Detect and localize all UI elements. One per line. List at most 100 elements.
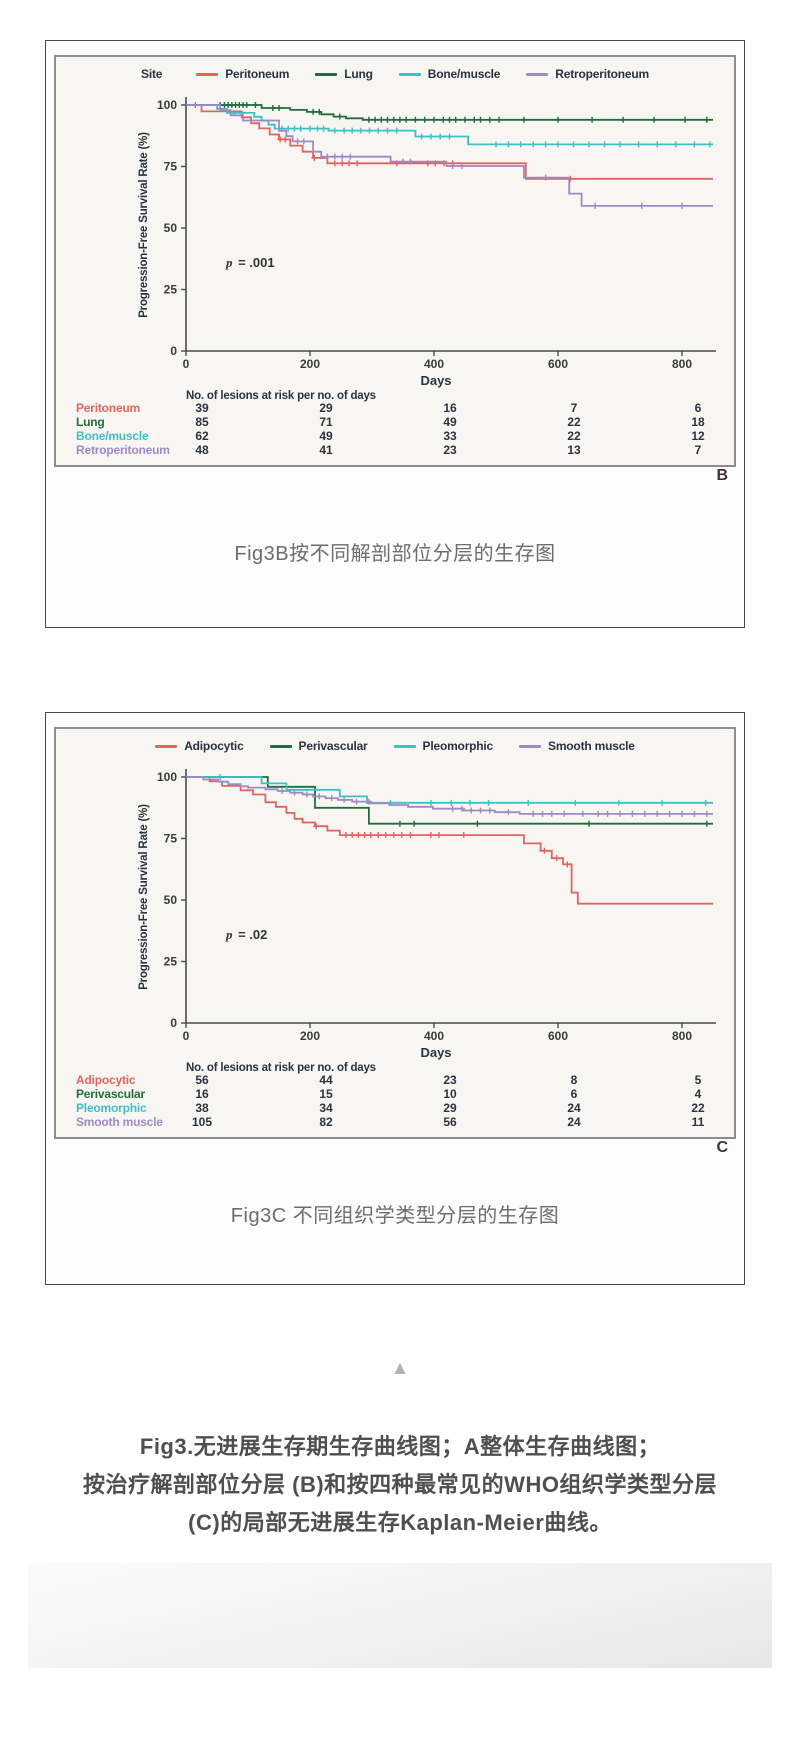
km-plot-svg-b: 100 75 50 25 00 200 400 600 800 — [157, 97, 716, 371]
risk-count: 56 — [195, 1073, 209, 1087]
svg-text:200: 200 — [300, 357, 320, 371]
legend-line-swatch — [155, 744, 178, 748]
risk-count: 16 — [195, 1087, 209, 1101]
risk-count: 29 — [443, 1101, 457, 1115]
legend-item: Retroperitoneum — [526, 67, 649, 81]
risk-row-label: Perivascular — [76, 1087, 145, 1101]
svg-text:800: 800 — [672, 357, 692, 371]
legend-label: Perivascular — [298, 739, 368, 753]
p-symbol: p — [226, 255, 233, 270]
svg-text:0: 0 — [170, 1016, 177, 1030]
svg-text:50: 50 — [164, 221, 178, 235]
legend-label: Peritoneum — [225, 67, 290, 81]
risk-count: 29 — [319, 401, 333, 415]
svg-text:25: 25 — [164, 283, 178, 297]
km-panel-c: Adipocytic Perivascular Pleomorphic Smooth … — [54, 727, 736, 1139]
risk-count: 6 — [694, 401, 702, 415]
svg-text:0: 0 — [183, 1029, 190, 1043]
risk-count: 85 — [195, 415, 209, 429]
risk-count: 49 — [443, 415, 457, 429]
risk-count: 22 — [567, 415, 581, 429]
svg-text:600: 600 — [548, 357, 568, 371]
risk-table-title: No. of lesions at risk per no. of days — [186, 390, 376, 402]
risk-count: 10 — [443, 1087, 457, 1101]
risk-row-label: Bone/muscle — [76, 429, 149, 443]
legend-item: Adipocytic — [155, 739, 244, 753]
figure-c-card: Adipocytic Perivascular Pleomorphic Smooth … — [45, 712, 745, 1285]
panel-letter-b: B — [716, 467, 728, 484]
svg-text:600: 600 — [548, 1029, 568, 1043]
figure-legend-line-2: 按治疗解剖部位分层 (B)和按四种最常见的WHO组织学类型分层 — [83, 1472, 717, 1497]
risk-count: 13 — [567, 443, 581, 457]
svg-text:100: 100 — [157, 98, 177, 112]
risk-count: 44 — [319, 1073, 333, 1087]
risk-count: 71 — [319, 415, 333, 429]
risk-count: 11 — [691, 1115, 705, 1129]
svg-text:75: 75 — [164, 832, 178, 846]
collapse-triangle-icon[interactable]: ▲ — [390, 1358, 410, 1379]
p-value: p = .001 — [226, 255, 275, 271]
figure-legend-line-3: (C)的局部无进展生存Kaplan-Meier曲线。 — [188, 1510, 612, 1535]
svg-text:75: 75 — [164, 160, 178, 174]
p-number: = .02 — [234, 927, 268, 942]
x-axis-label: Days — [420, 1045, 452, 1060]
bottom-gradient-band — [28, 1563, 772, 1668]
risk-count: 4 — [694, 1087, 702, 1101]
legend-item: Perivascular — [269, 739, 368, 753]
risk-count: 56 — [443, 1115, 457, 1129]
risk-row-label: Smooth muscle — [76, 1115, 163, 1129]
legend-line-swatch — [526, 72, 549, 76]
legend-item: Peritoneum — [196, 67, 289, 81]
risk-count: 33 — [443, 429, 457, 443]
legend-item: Lung — [315, 67, 373, 81]
legend-line-swatch — [393, 744, 416, 748]
risk-table-title: No. of lesions at risk per no. of days — [186, 1062, 376, 1074]
figure-caption-c: Fig3C 不同组织学类型分层的生存图 — [230, 1205, 560, 1227]
risk-count: 7 — [694, 443, 702, 457]
risk-count: 12 — [691, 429, 705, 443]
legend-label: Smooth muscle — [548, 739, 635, 753]
risk-count: 41 — [319, 443, 333, 457]
legend-item: Smooth muscle — [519, 739, 635, 753]
svg-text:400: 400 — [424, 1029, 444, 1043]
figure-b-card: Site Peritoneum Lung Bone/muscle Retroperito… — [45, 40, 745, 628]
collapse-control-row: ▲ — [0, 1358, 800, 1380]
x-axis-label: Days — [420, 373, 452, 388]
risk-count: 38 — [195, 1101, 209, 1115]
km-plot-svg-c: 100 75 50 25 00 200 400 600 800 — [157, 769, 716, 1043]
risk-count: 15 — [319, 1087, 333, 1101]
legend-label: Adipocytic — [184, 739, 244, 753]
svg-text:0: 0 — [170, 344, 177, 358]
legend-label: Pleomorphic — [422, 739, 494, 753]
risk-count: 5 — [694, 1073, 702, 1087]
svg-text:800: 800 — [672, 1029, 692, 1043]
legend-item: Pleomorphic — [393, 739, 494, 753]
legend-line-swatch — [519, 744, 542, 748]
risk-count: 23 — [443, 443, 457, 457]
svg-text:0: 0 — [183, 357, 190, 371]
y-axis-label: Progression-Free Survival Rate (%) — [138, 132, 150, 318]
risk-count: 49 — [319, 429, 333, 443]
svg-text:100: 100 — [157, 770, 177, 784]
risk-row-label: Lung — [76, 415, 105, 429]
legend-label: Retroperitoneum — [555, 67, 649, 81]
legend-line-swatch — [315, 72, 338, 76]
risk-count: 82 — [319, 1115, 333, 1129]
risk-count: 22 — [691, 1101, 705, 1115]
panel-letter-c: C — [716, 1139, 728, 1156]
km-legend-b: Site Peritoneum Lung Bone/muscle Retroperito… — [56, 67, 734, 81]
p-number: = .001 — [234, 255, 275, 270]
risk-count: 105 — [191, 1115, 213, 1129]
svg-text:200: 200 — [300, 1029, 320, 1043]
legend-label: Bone/muscle — [427, 67, 501, 81]
km-legend-c: Adipocytic Perivascular Pleomorphic Smooth … — [56, 739, 734, 753]
svg-text:50: 50 — [164, 893, 178, 907]
risk-row-label: Adipocytic — [76, 1073, 136, 1087]
risk-count: 7 — [570, 401, 578, 415]
risk-count: 39 — [195, 401, 209, 415]
legend-line-swatch — [196, 72, 219, 76]
risk-count: 22 — [567, 429, 581, 443]
legend-item: Bone/muscle — [398, 67, 501, 81]
legend-label: Lung — [344, 67, 373, 81]
legend-line-swatch — [398, 72, 421, 76]
